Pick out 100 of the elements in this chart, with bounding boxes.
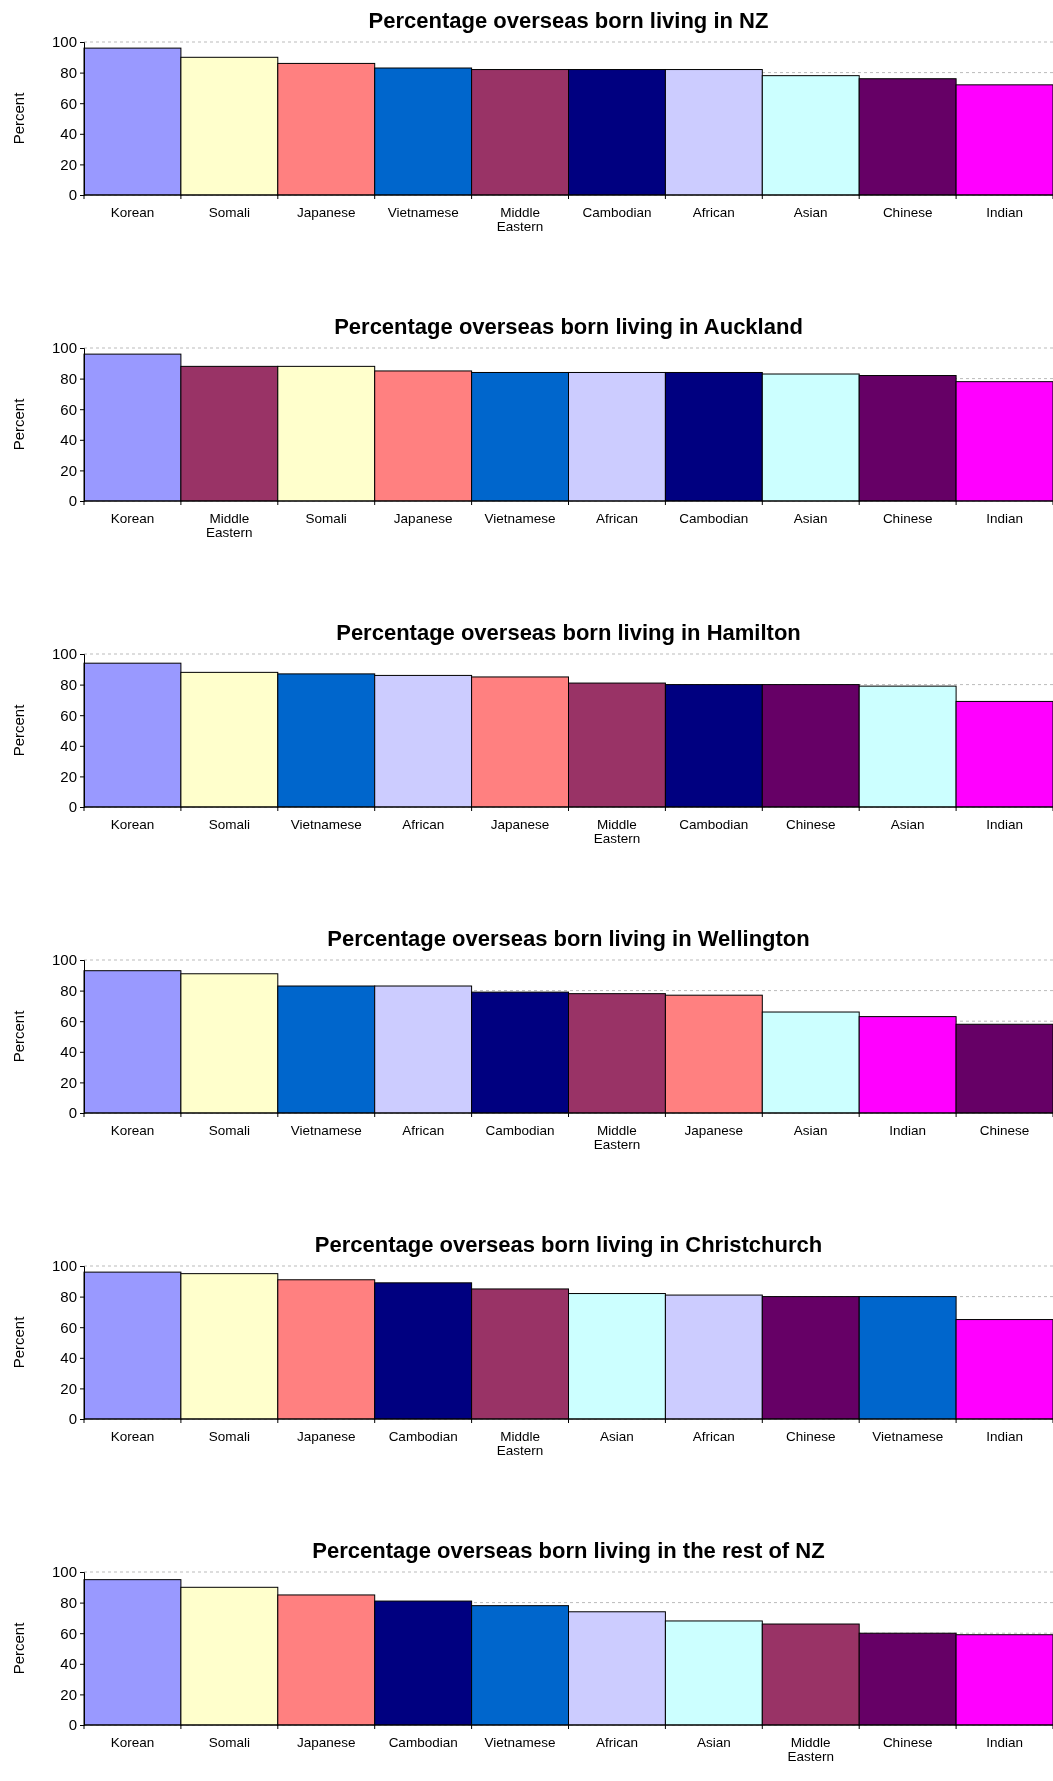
x-tick-label: Cambodian <box>679 511 749 526</box>
x-tick-label: Chinese <box>882 511 933 526</box>
y-tick-label: 60 <box>60 1012 77 1030</box>
y-tick-label: 80 <box>60 63 77 81</box>
x-tick-label: Vietnamese <box>484 1735 556 1750</box>
y-tick-label: 100 <box>51 645 77 663</box>
x-tick-label: Chinese <box>785 817 836 832</box>
x-tick-label: Vietnamese <box>484 511 556 526</box>
y-tick-label: 20 <box>60 1685 77 1703</box>
y-tick-label: 0 <box>68 1104 77 1122</box>
x-tick-label: African <box>402 1123 445 1138</box>
x-tick-label: Somali <box>208 205 250 220</box>
x-tick-label: Indian <box>986 817 1023 832</box>
y-tick-label: 20 <box>60 461 77 479</box>
y-tick-label: 0 <box>68 186 77 204</box>
x-tick-label: Chinese <box>979 1123 1030 1138</box>
x-tick-label: Middle Eastern <box>593 817 641 846</box>
x-tick-label: Cambodian <box>582 205 652 220</box>
y-axis-title: Percent <box>10 703 27 757</box>
x-tick-label: Indian <box>889 1123 927 1138</box>
x-tick-label: Middle Eastern <box>593 1123 641 1152</box>
y-tick-label: 20 <box>60 155 77 173</box>
x-tick-label: Cambodian <box>485 1123 555 1138</box>
y-tick-label: 80 <box>60 1593 77 1611</box>
chart-title: Percentage overseas born living in NZ <box>368 8 769 33</box>
y-tick-label: 40 <box>60 737 77 755</box>
y-tick-label: 20 <box>60 1073 77 1091</box>
x-tick-label: Asian <box>600 1429 634 1444</box>
x-tick-label: Indian <box>986 511 1023 526</box>
x-tick-label: Somali <box>208 1123 250 1138</box>
x-tick-label: Indian <box>986 1735 1023 1750</box>
x-tick-label: Asian <box>793 511 828 526</box>
y-axis-title: Percent <box>10 1621 27 1675</box>
x-tick-label: Asian <box>696 1735 731 1750</box>
x-tick-label: Japanese <box>296 1735 356 1750</box>
y-axis-title: Percent <box>10 1315 27 1369</box>
x-tick-label: Japanese <box>296 1429 356 1444</box>
y-tick-label: 40 <box>60 431 77 449</box>
y-tick-label: 0 <box>68 492 77 510</box>
chart-title: Percentage overseas born living in the rest of NZ <box>312 1538 825 1563</box>
x-tick-label: African <box>595 1735 638 1750</box>
x-tick-label: Cambodian <box>388 1735 458 1750</box>
y-tick-label: 0 <box>68 1410 77 1428</box>
y-axis-title: Percent <box>10 1009 27 1063</box>
x-tick-label: Somali <box>208 1735 250 1750</box>
x-tick-label: African <box>692 205 735 220</box>
x-tick-label: Korean <box>110 511 155 526</box>
x-tick-label: Somali <box>208 1429 250 1444</box>
x-tick-label: Japanese <box>296 205 356 220</box>
y-tick-label: 40 <box>60 1349 77 1367</box>
x-tick-label: Korean <box>110 817 155 832</box>
x-tick-label: Middle Eastern <box>496 1429 544 1458</box>
x-tick-label: Somali <box>208 817 250 832</box>
x-tick-label: Japanese <box>684 1123 744 1138</box>
chart-title: Percentage overseas born living in Auckland <box>334 314 803 339</box>
y-tick-label: 40 <box>60 1043 77 1061</box>
x-tick-label: Chinese <box>882 1735 933 1750</box>
y-axis-title: Percent <box>10 91 27 145</box>
chart-title: Percentage overseas born living in Hamilton <box>336 620 801 645</box>
x-tick-label: Vietnamese <box>290 817 362 832</box>
y-tick-label: 20 <box>60 1379 77 1397</box>
y-tick-label: 0 <box>68 798 77 816</box>
x-tick-label: Cambodian <box>679 817 749 832</box>
y-tick-label: 20 <box>60 767 77 785</box>
x-tick-label: Cambodian <box>388 1429 458 1444</box>
y-tick-label: 80 <box>60 1287 77 1305</box>
x-tick-label: African <box>692 1429 735 1444</box>
x-tick-label: Indian <box>986 205 1023 220</box>
x-tick-label: Middle Eastern <box>787 1735 835 1764</box>
y-tick-label: 60 <box>60 400 77 418</box>
y-tick-label: 100 <box>51 951 77 969</box>
y-tick-label: 80 <box>60 369 77 387</box>
y-tick-label: 80 <box>60 675 77 693</box>
x-tick-label: Asian <box>890 817 925 832</box>
y-axis-title: Percent <box>10 397 27 451</box>
x-tick-label: Korean <box>110 1735 155 1750</box>
x-tick-label: Middle Eastern <box>496 205 544 234</box>
x-tick-label: Chinese <box>882 205 933 220</box>
x-tick-label: Somali <box>305 511 347 526</box>
x-tick-label: Middle Eastern <box>206 511 253 540</box>
y-tick-label: 40 <box>60 125 77 143</box>
y-tick-label: 100 <box>51 339 77 357</box>
y-tick-label: 100 <box>51 1257 77 1275</box>
x-tick-label: Indian <box>986 1429 1023 1444</box>
y-tick-label: 40 <box>60 1655 77 1673</box>
y-tick-label: 100 <box>51 1563 77 1581</box>
x-tick-label: Vietnamese <box>872 1429 944 1444</box>
x-tick-label: Vietnamese <box>290 1123 362 1138</box>
y-tick-label: 60 <box>60 94 77 112</box>
y-tick-label: 60 <box>60 1624 77 1642</box>
x-tick-label: Asian <box>793 1123 828 1138</box>
x-tick-label: African <box>402 817 445 832</box>
x-tick-label: African <box>595 511 638 526</box>
x-tick-label: Asian <box>793 205 828 220</box>
x-tick-label: Korean <box>110 1123 155 1138</box>
x-tick-label: Japanese <box>490 817 550 832</box>
y-tick-label: 60 <box>60 1318 77 1336</box>
y-tick-label: 80 <box>60 981 77 999</box>
x-tick-label: Japanese <box>393 511 453 526</box>
x-tick-label: Chinese <box>785 1429 836 1444</box>
